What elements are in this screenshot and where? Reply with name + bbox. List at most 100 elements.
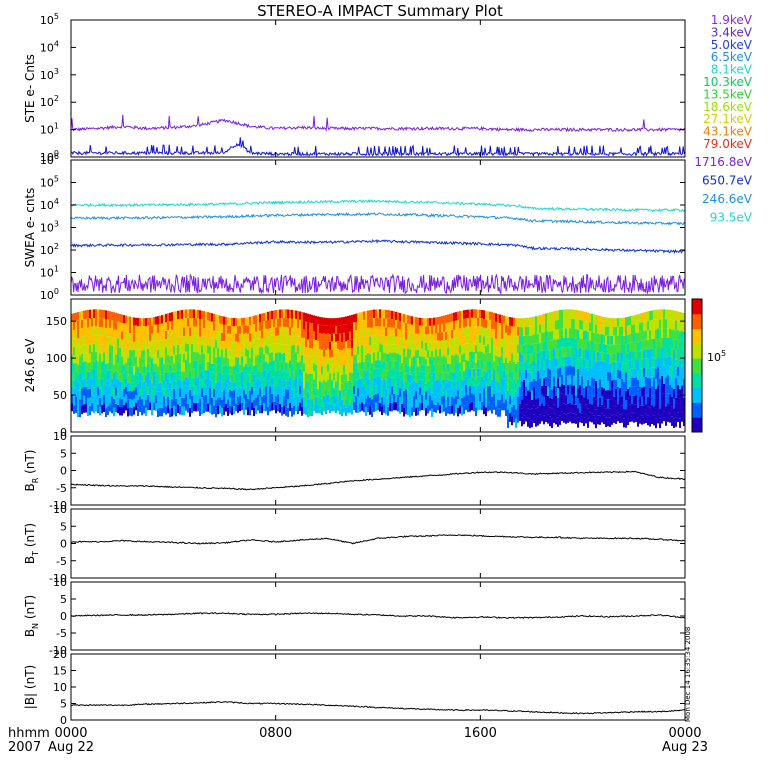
y-tick-label: 10 <box>53 430 67 443</box>
colorbar-segment <box>692 417 702 433</box>
legend-entry: 43.1keV <box>703 125 753 139</box>
colorbar-frame <box>691 298 703 433</box>
series-line-swea-2 <box>71 238 685 254</box>
y-tick-label: 0 <box>60 426 67 439</box>
y-tick-label: 103 <box>40 220 59 235</box>
y-tick-label: 102 <box>40 94 59 109</box>
x-date-label: Aug 22 <box>48 740 94 755</box>
panel-frame-spec <box>70 298 686 433</box>
series-line-swea-1 <box>71 211 685 226</box>
panel-frame-swea <box>70 159 686 296</box>
y-tick-label: 5 <box>60 593 67 606</box>
legend-entry: 93.5eV <box>710 211 753 225</box>
y-axis-label-bmag: |B| (nT) <box>23 665 37 709</box>
x-tick-label: 0000 <box>54 726 87 741</box>
y-tick-label: 0 <box>60 538 67 551</box>
legend-entry: 650.7eV <box>702 174 753 188</box>
panel-br: -10 -5 0 5 10 BR (nT) <box>23 430 686 512</box>
panel-bn: -10 -5 0 5 10 BN (nT) <box>23 576 686 657</box>
plot-area-spec <box>71 309 685 429</box>
y-tick-label: 102 <box>40 242 59 257</box>
legend-entry: 10.3keV <box>703 75 753 89</box>
y-tick-label: 0 <box>60 714 67 727</box>
y-tick-label: 100 <box>46 352 67 365</box>
y-tick-label: 105 <box>40 12 59 27</box>
y-tick-label: 103 <box>40 67 59 82</box>
y-tick-label: -5 <box>56 482 67 495</box>
plot-area-bmag <box>71 700 685 715</box>
legend-entry: 8.1keV <box>711 63 753 77</box>
y-tick-label: -10 <box>49 572 67 585</box>
y-axis-label-bt: BT (nT) <box>23 523 40 564</box>
y-tick-label: -10 <box>49 499 67 512</box>
y-tick-label: 10 <box>53 576 67 589</box>
y-axis-label-swea: SWEA e- cnts <box>23 188 37 268</box>
legend-entry: 13.5keV <box>703 87 753 101</box>
y-axis-label-bn: BN (nT) <box>23 595 40 637</box>
y-axis-label-ste: STE e- Cnts <box>23 54 37 123</box>
legend-entry: 1716.8eV <box>694 155 752 169</box>
series-line-br <box>71 470 685 491</box>
panel-frame-bmag <box>70 653 686 721</box>
y-tick-label: 105 <box>40 175 59 190</box>
y-tick-label: 15 <box>53 665 67 678</box>
y-tick-label: -5 <box>56 627 67 640</box>
y-tick-label: 5 <box>60 447 67 460</box>
y-tick-label: 104 <box>40 39 59 54</box>
panel-frame-bt <box>70 508 686 579</box>
panel-frame-ste <box>70 19 686 158</box>
colorbar-segment <box>692 328 702 344</box>
series-line-bn <box>71 612 685 619</box>
generation-timestamp: Mon Dec 14 16:35:34 2008 <box>684 627 692 722</box>
legend-entry: 1.9keV <box>711 13 753 27</box>
x-tick-label: 0000 <box>668 726 701 741</box>
colorbar-segment <box>692 343 702 359</box>
y-tick-label: 106 <box>40 152 59 167</box>
y-tick-label: 10 <box>53 681 67 694</box>
legend-entry: 3.4keV <box>711 25 753 39</box>
colorbar-segment <box>692 372 702 389</box>
legend-entry: 246.6eV <box>702 192 753 206</box>
y-axis-label-spec: 246.6 eV <box>23 338 37 393</box>
y-tick-label: 50 <box>53 389 67 402</box>
plot-area-ste <box>71 114 685 157</box>
panel-bmag: 0 5 10 15 20 |B| (nT) <box>23 648 686 727</box>
y-tick-label: 5 <box>60 520 67 533</box>
colorbar-segment <box>692 387 702 403</box>
legend-entry: 5.0keV <box>711 38 753 52</box>
plot-area-bn <box>71 612 685 619</box>
plot-title: STEREO-A IMPACT Summary Plot <box>257 2 503 20</box>
y-tick-label: 5 <box>60 698 67 711</box>
x-date-label: Aug 23 <box>662 740 708 755</box>
y-tick-label: 10 <box>53 503 67 516</box>
colorbar-segment <box>692 358 702 374</box>
y-tick-label: 20 <box>53 648 67 661</box>
colorbar-segment <box>692 313 702 330</box>
colorbar-segment <box>692 299 702 315</box>
legend-entry: 6.5keV <box>711 50 753 64</box>
colorbar-label: 105 <box>707 349 726 364</box>
series-line-swea-0 <box>71 199 685 213</box>
legend-entry: 79.0keV <box>703 137 753 151</box>
x-tick-label: 0800 <box>259 726 292 741</box>
plot-area-swea <box>71 199 685 295</box>
series-line-ste-0 <box>71 114 685 133</box>
legend-entry: 27.1keV <box>703 112 753 126</box>
panel-frame-br <box>70 435 686 506</box>
y-tick-label: 100 <box>40 287 59 302</box>
series-line-swea-3 <box>71 273 685 295</box>
series-line-bt <box>71 534 685 545</box>
y-tick-label: -10 <box>49 644 67 657</box>
panel-bt: -10 -5 0 5 10 BT (nT) <box>23 503 686 585</box>
y-tick-label: 150 <box>46 315 67 328</box>
y-tick-label: -5 <box>56 555 67 568</box>
y-axis-label-br: BR (nT) <box>23 450 40 492</box>
panel-spec: 105 0 50 100 150 246.6 eV <box>23 298 726 439</box>
hhmm-label: hhmm <box>8 726 50 741</box>
series-line-bmag <box>71 700 685 715</box>
series-line-ste-1 <box>71 137 685 157</box>
plot-area-br <box>71 470 685 491</box>
legend-entry: 18.6keV <box>703 100 753 114</box>
